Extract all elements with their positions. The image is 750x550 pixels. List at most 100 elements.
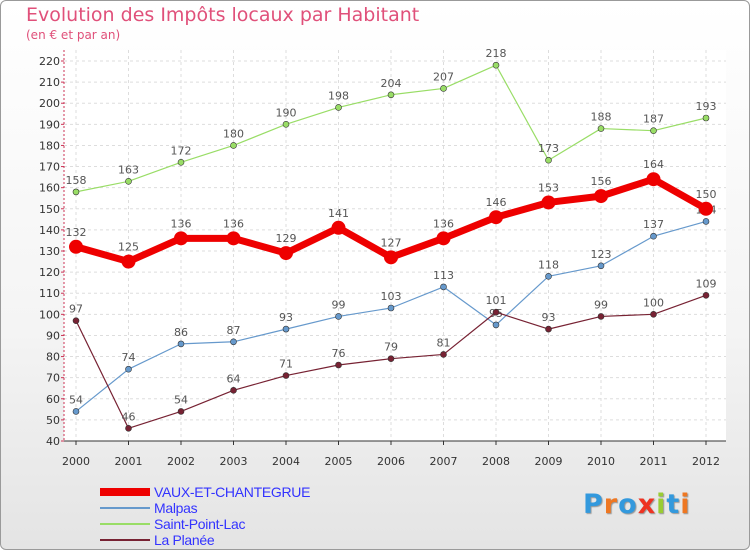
data-label: 118 xyxy=(538,258,559,271)
plot-area xyxy=(64,50,726,441)
data-point xyxy=(387,304,395,312)
data-label: 79 xyxy=(384,341,398,354)
data-point xyxy=(492,61,500,69)
data-label: 103 xyxy=(381,290,402,303)
data-point xyxy=(226,231,241,246)
data-point xyxy=(72,188,80,196)
data-point xyxy=(646,172,661,187)
data-label: 218 xyxy=(486,47,507,60)
data-point xyxy=(545,325,552,333)
data-point xyxy=(597,125,605,132)
data-label: 101 xyxy=(486,294,507,307)
brand-letter-6: t xyxy=(666,489,681,520)
data-label: 136 xyxy=(171,217,192,230)
data-label: 141 xyxy=(328,207,349,220)
legend-label-saint-point-lac: Saint-Point-Lac xyxy=(154,516,246,532)
data-point xyxy=(387,355,395,362)
data-point xyxy=(387,91,395,99)
data-point xyxy=(702,218,710,225)
data-point xyxy=(699,201,713,216)
data-point xyxy=(440,351,447,358)
data-point xyxy=(440,283,447,291)
data-label: 146 xyxy=(486,196,507,209)
x-tick-label: 2006 xyxy=(377,455,405,468)
data-point xyxy=(230,387,237,394)
data-label: 54 xyxy=(69,393,83,406)
data-label: 198 xyxy=(328,89,349,102)
x-tick-label: 2010 xyxy=(587,455,615,468)
y-tick-label: 150 xyxy=(39,203,60,216)
y-tick-label: 120 xyxy=(39,266,60,279)
brand-letter-3: o xyxy=(618,489,638,520)
data-label: 54 xyxy=(174,393,188,406)
data-label: 187 xyxy=(643,113,664,126)
data-label: 87 xyxy=(227,324,241,337)
data-point xyxy=(492,321,500,329)
legend-label-malpas: Malpas xyxy=(154,500,198,516)
data-point xyxy=(594,189,608,204)
y-tick-label: 220 xyxy=(39,55,60,68)
y-tick-label: 40 xyxy=(46,435,60,448)
legend: VAUX-ET-CHANTEGRUE Malpas Saint-Point-La… xyxy=(100,484,310,548)
legend-item-vaux: VAUX-ET-CHANTEGRUE xyxy=(100,484,310,500)
data-point xyxy=(650,311,657,318)
data-point xyxy=(597,313,605,320)
chart-title: Evolution des Impôts locaux par Habitant xyxy=(26,4,420,26)
data-point xyxy=(174,231,188,246)
y-tick-label: 100 xyxy=(39,308,60,321)
x-tick-label: 2011 xyxy=(640,455,668,468)
data-label: 188 xyxy=(591,111,612,124)
x-tick-label: 2004 xyxy=(272,455,300,468)
data-label: 127 xyxy=(381,236,402,249)
data-label: 129 xyxy=(276,232,297,245)
x-tick-label: 2008 xyxy=(482,455,510,468)
y-tick-label: 210 xyxy=(39,76,60,89)
y-tick-label: 90 xyxy=(46,329,60,342)
data-label: 100 xyxy=(643,296,664,309)
brand-letter-7: i xyxy=(680,489,691,520)
data-label: 99 xyxy=(594,298,608,311)
data-point xyxy=(545,273,552,280)
x-tick-label: 2003 xyxy=(220,455,248,468)
y-tick-label: 130 xyxy=(39,245,60,258)
y-tick-label: 180 xyxy=(39,139,60,152)
brand-letter-5: i xyxy=(656,489,667,520)
x-tick-label: 2007 xyxy=(430,455,458,468)
data-point xyxy=(650,127,657,134)
data-point xyxy=(177,340,185,348)
data-label: 204 xyxy=(381,77,402,90)
data-point xyxy=(282,121,290,128)
data-label: 136 xyxy=(433,217,454,230)
legend-item-saint-point-lac: Saint-Point-Lac xyxy=(100,516,310,532)
brand-letter-4: x xyxy=(637,489,657,520)
data-point xyxy=(177,408,185,415)
data-point xyxy=(282,325,290,333)
data-point xyxy=(177,159,185,166)
data-label: 132 xyxy=(66,226,87,239)
legend-item-la-planee: La Planée xyxy=(100,532,310,548)
data-label: 64 xyxy=(227,372,241,385)
x-tick-label: 2005 xyxy=(325,455,353,468)
data-label: 93 xyxy=(542,311,556,324)
data-label: 86 xyxy=(174,326,188,339)
data-point xyxy=(335,313,342,320)
data-point xyxy=(125,365,132,373)
x-tick-label: 2001 xyxy=(115,455,143,468)
data-point xyxy=(702,114,710,122)
data-label: 74 xyxy=(122,351,136,364)
y-tick-label: 110 xyxy=(39,287,60,300)
data-point xyxy=(230,338,237,346)
data-point xyxy=(489,210,503,225)
y-tick-label: 70 xyxy=(46,372,60,385)
x-tick-label: 2000 xyxy=(62,455,90,468)
data-label: 109 xyxy=(696,277,717,290)
data-point xyxy=(492,308,500,316)
legend-label-la-planee: La Planée xyxy=(154,532,215,548)
legend-swatch-la-planee xyxy=(100,539,150,541)
data-point xyxy=(597,262,605,270)
data-point xyxy=(650,232,657,240)
data-label: 136 xyxy=(223,217,244,230)
data-label: 125 xyxy=(118,241,139,254)
y-tick-label: 160 xyxy=(39,182,60,195)
legend-swatch-saint-point-lac xyxy=(100,523,150,525)
